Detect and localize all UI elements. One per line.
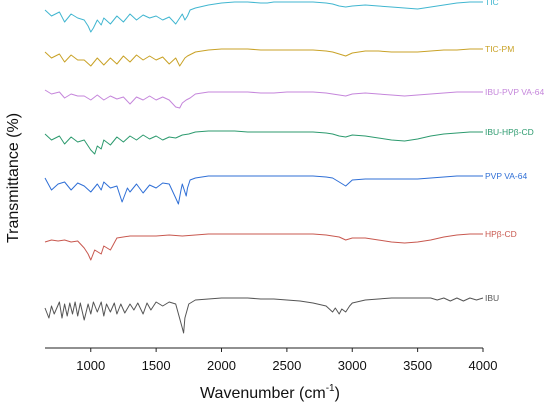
series-label: IBU <box>485 293 499 303</box>
x-tick-label: 2000 <box>207 358 236 373</box>
x-axis-title: Wavenumber (cm-1) <box>200 383 340 402</box>
series-label: TIC <box>485 0 499 7</box>
x-tick-label: 1000 <box>76 358 105 373</box>
plot-area: 1000 1500 2000 2500 3000 3500 4000 TIC TIC-PM IB… <box>44 0 544 373</box>
series-group <box>44 1 484 334</box>
x-tick-label: 2500 <box>272 358 301 373</box>
series-line-hp-cd <box>44 233 483 261</box>
x-tick-label: 3000 <box>338 358 367 373</box>
x-tick-label: 3500 <box>403 358 432 373</box>
series-line-tic <box>44 1 483 33</box>
series-label: IBU-HPβ-CD <box>485 127 534 137</box>
series-line-ibu-hp-cd <box>44 130 483 155</box>
x-axis-ticks: 1000 1500 2000 2500 3000 3500 4000 <box>76 348 497 373</box>
y-axis-title: Transmittance (%) <box>5 113 22 243</box>
series-line-pvp-va-64 <box>44 175 483 205</box>
series-label: TIC-PM <box>485 44 514 54</box>
series-line-ibu-pvp-va-64 <box>44 89 483 109</box>
series-label: PVP VA-64 <box>485 171 527 181</box>
x-tick-label: 4000 <box>469 358 498 373</box>
series-labels: TIC TIC-PM IBU-PVP VA-64 IBU-HPβ-CD PVP VA-6… <box>485 0 544 303</box>
series-label: HPβ-CD <box>485 229 517 239</box>
series-label: IBU-PVP VA-64 <box>485 87 544 97</box>
series-line-ibu <box>44 297 484 334</box>
x-tick-label: 1500 <box>142 358 171 373</box>
series-line-tic-pm <box>44 48 483 67</box>
